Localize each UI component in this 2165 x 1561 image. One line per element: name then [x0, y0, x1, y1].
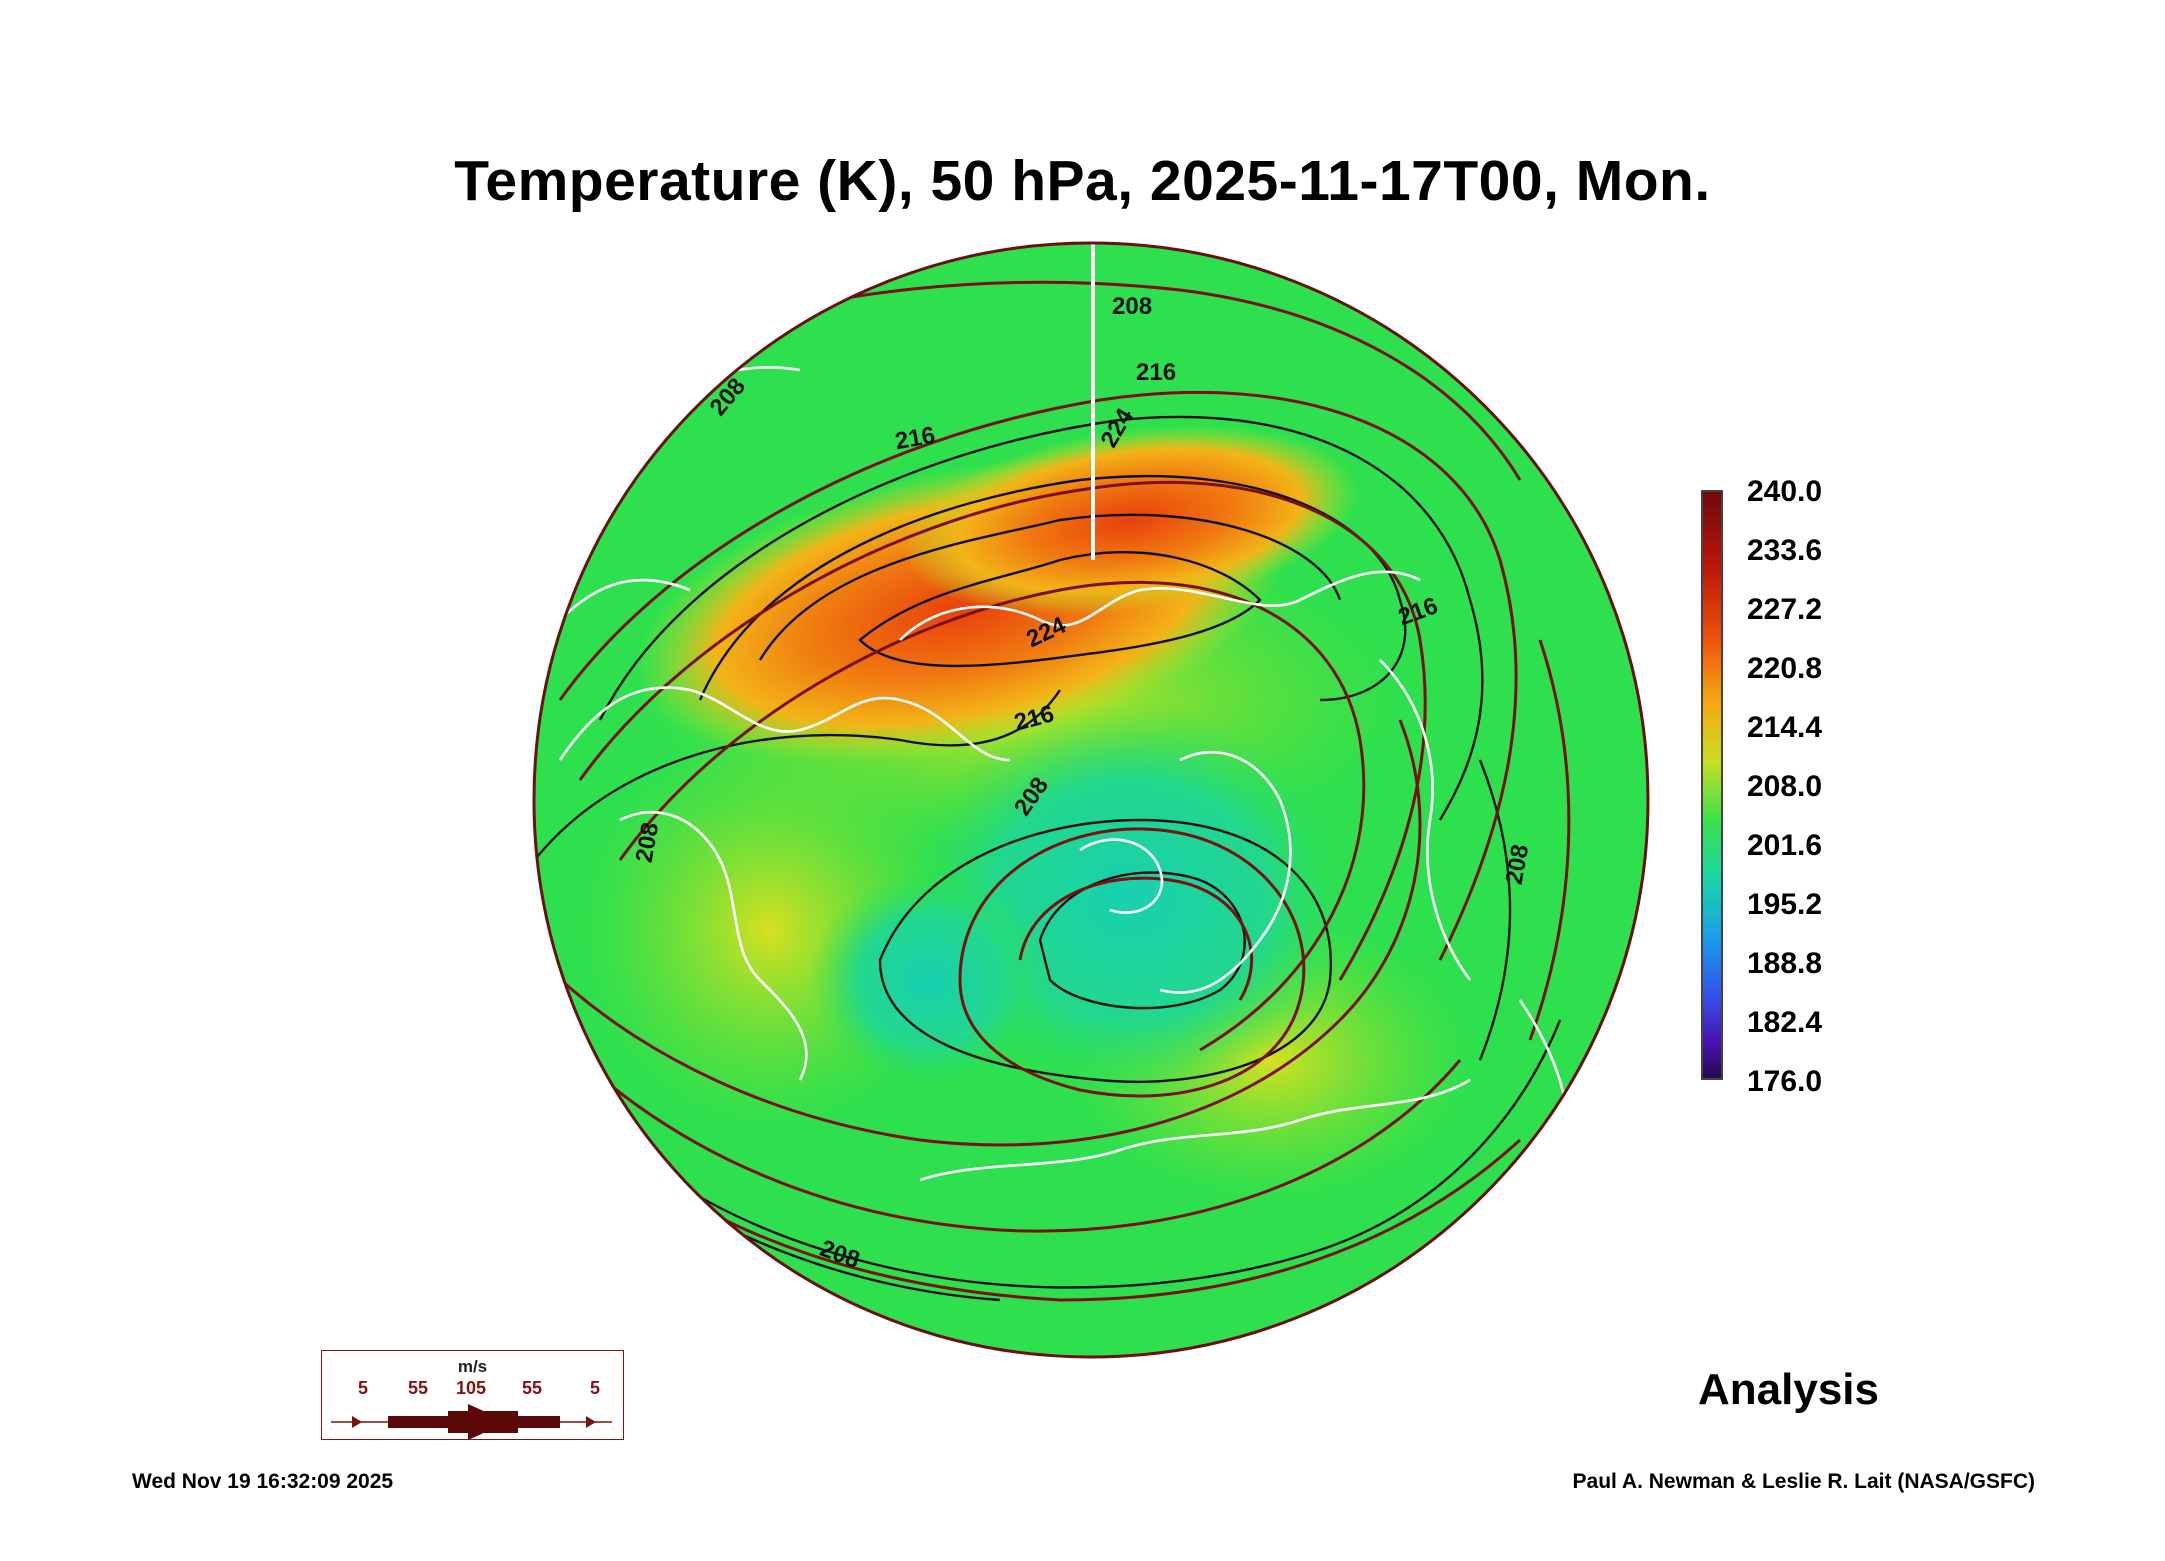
colorbar-tick: 227.2 [1747, 593, 1823, 626]
globe-outline [532, 241, 1650, 1359]
page-title: Temperature (K), 50 hPa, 2025-11-17T00, … [454, 149, 1711, 213]
colorbar-tick: 176.0 [1747, 1065, 1823, 1098]
credit-line: Paul A. Newman & Leslie R. Lait (NASA/GS… [1572, 1470, 2035, 1493]
contour-label: 216 [1136, 359, 1176, 386]
wind-legend-value: 55 [522, 1378, 543, 1398]
wind-legend-unit: m/s [457, 1357, 488, 1376]
colorbar [1701, 490, 1723, 1080]
colorbar-tick: 214.4 [1747, 711, 1823, 744]
colorbar-tick: 208.0 [1747, 770, 1823, 803]
colorbar-tick: 240.0 [1747, 475, 1823, 508]
coastlines [558, 366, 1570, 1182]
analysis-label: Analysis [1698, 1365, 1879, 1414]
wind-legend: m/s 5 55 105 55 5 [321, 1350, 624, 1440]
colorbar-tick: 182.4 [1747, 1006, 1823, 1039]
timestamp: Wed Nov 19 16:32:09 2025 [132, 1470, 394, 1493]
colorbar-tick: 233.6 [1747, 534, 1823, 567]
wind-streamlines [538, 280, 1571, 1302]
wind-legend-value: 55 [408, 1378, 429, 1398]
colorbar-tick: 195.2 [1747, 888, 1823, 921]
colorbar-gradient [1703, 492, 1721, 1078]
wind-legend-arrow [331, 1404, 612, 1440]
colorbar-tick: 201.6 [1747, 829, 1823, 862]
wind-legend-value: 5 [590, 1378, 601, 1398]
wind-legend-value: 5 [358, 1378, 369, 1398]
wind-legend-value: 105 [456, 1378, 487, 1398]
colorbar-tick: 220.8 [1747, 652, 1823, 685]
contour-label: 208 [1112, 293, 1152, 320]
colorbar-tick: 188.8 [1747, 947, 1823, 980]
